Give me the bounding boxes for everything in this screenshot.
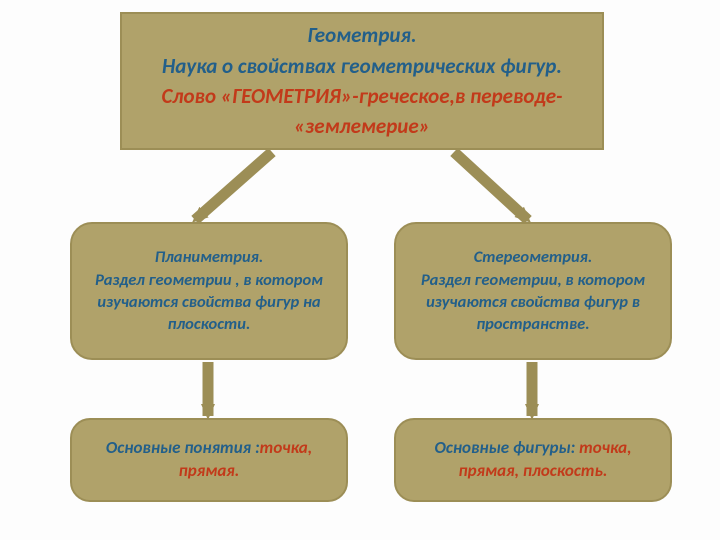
right-bot-prefix: Основные фигуры:: [434, 437, 579, 458]
node-basic-concepts: Основные понятия :точка, прямая.: [70, 418, 348, 502]
text-line: Раздел геометрии, в котором: [421, 269, 645, 291]
text-line: Слово «ГЕОМЕТРИЯ»-греческое,в переводе-: [162, 81, 563, 111]
text-line: «землемерие»: [294, 111, 430, 141]
arrow-top-left_mid: [195, 152, 272, 220]
text-line: изучаются свойства фигур в: [426, 291, 640, 313]
node-stereometry: Стереометрия.Раздел геометрии, в котором…: [394, 222, 672, 360]
node-top: Геометрия.Наука о свойствах геометрическ…: [120, 12, 604, 150]
text-line: Стереометрия.: [474, 246, 593, 268]
node-basic-figures: Основные фигуры: точка, прямая, плоскост…: [394, 418, 672, 502]
text-line: Планиметрия.: [155, 246, 264, 268]
diagram-stage: Геометрия.Наука о свойствах геометрическ…: [0, 0, 720, 540]
text-line: Наука о свойствах геометрических фигур.: [162, 51, 562, 81]
left-bot-prefix: Основные понятия :: [106, 437, 260, 458]
text-line: Геометрия.: [307, 20, 416, 50]
node-planimetry: Планиметрия.Раздел геометрии , в котором…: [70, 222, 348, 360]
arrow-top-right_mid: [454, 152, 528, 220]
text-line: Раздел геометрии , в котором: [95, 269, 323, 291]
text-line: пространстве.: [476, 313, 589, 335]
text-line: изучаются свойства фигур на: [97, 291, 320, 313]
text-line: плоскости.: [168, 313, 251, 335]
